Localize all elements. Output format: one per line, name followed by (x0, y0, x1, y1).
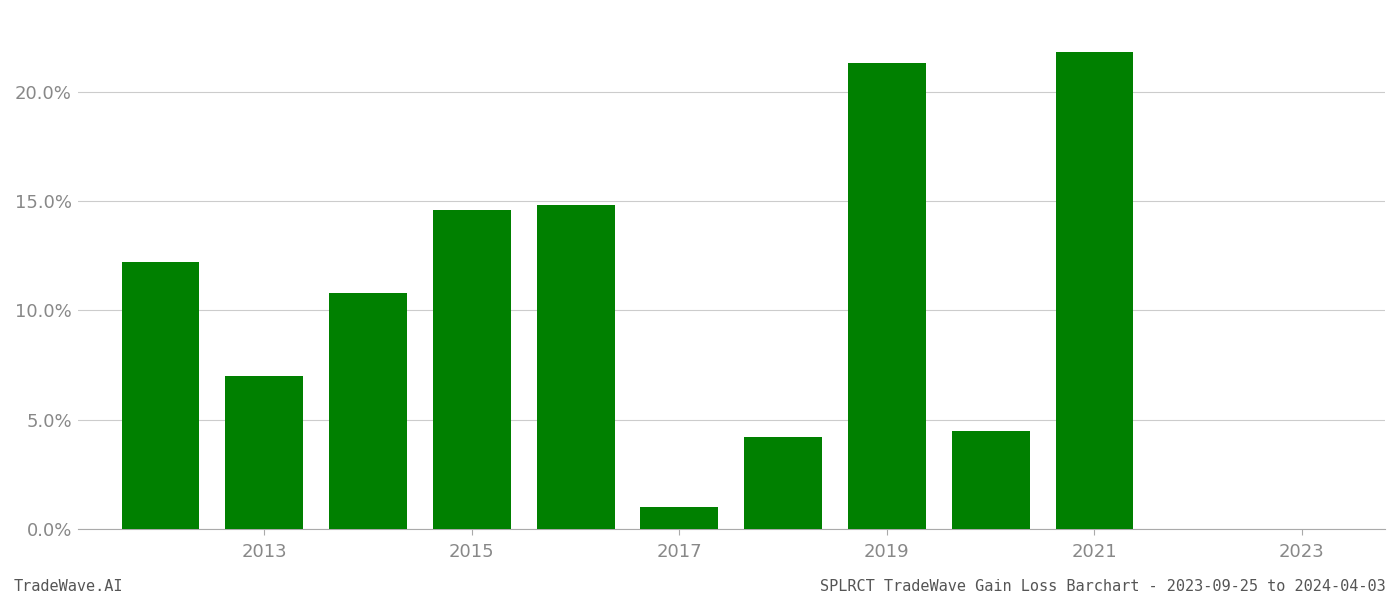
Text: SPLRCT TradeWave Gain Loss Barchart - 2023-09-25 to 2024-04-03: SPLRCT TradeWave Gain Loss Barchart - 20… (820, 579, 1386, 594)
Bar (952, 431, 1029, 529)
Bar (1056, 52, 1134, 529)
Bar (536, 205, 615, 529)
Bar (225, 376, 304, 529)
Bar (122, 262, 199, 529)
Bar (848, 63, 925, 529)
Bar (640, 507, 718, 529)
Text: TradeWave.AI: TradeWave.AI (14, 579, 123, 594)
Bar (329, 293, 407, 529)
Bar (745, 437, 822, 529)
Bar (433, 210, 511, 529)
